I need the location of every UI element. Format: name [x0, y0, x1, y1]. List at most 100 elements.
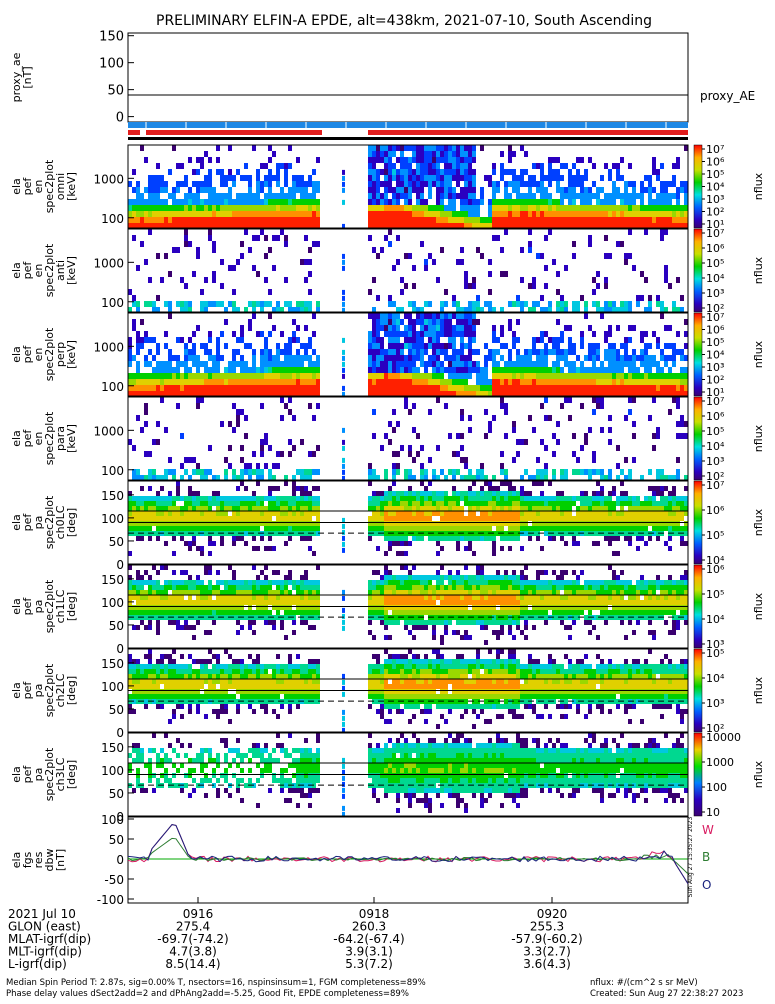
- heatmap-cell: [628, 541, 632, 546]
- heatmap-cell: [204, 361, 208, 367]
- heatmap-cell: [468, 211, 472, 217]
- heatmap-cell: [276, 496, 280, 501]
- heatmap-cell: [292, 175, 296, 181]
- heatmap-cell: [632, 373, 636, 379]
- heatmap-cell: [300, 506, 304, 511]
- heatmap-cell: [180, 301, 184, 307]
- heatmap-cell: [472, 169, 476, 175]
- heatmap-cell: [508, 481, 512, 486]
- heatmap-cell: [524, 349, 528, 355]
- heatmap-cell: [580, 175, 584, 181]
- heatmap-cell: [632, 397, 636, 403]
- heatmap-cell: [568, 175, 572, 181]
- heatmap-cell: [368, 337, 372, 343]
- heatmap-cell: [156, 511, 160, 516]
- heatmap-cell: [612, 343, 616, 349]
- heatmap-cell: [300, 496, 304, 501]
- heatmap-cell: [312, 605, 316, 610]
- heatmap-cell: [152, 511, 156, 516]
- heatmap-cell: [644, 331, 648, 337]
- heatmap-cell: [380, 313, 384, 319]
- heatmap-cell: [144, 595, 148, 600]
- heatmap-cell: [244, 379, 248, 385]
- heatmap-cell: [216, 361, 220, 367]
- heatmap-cell: [212, 496, 216, 501]
- heatmap-cell: [684, 211, 688, 217]
- heatmap-cell: [268, 313, 272, 319]
- heatmap-cell: [264, 361, 268, 367]
- heatmap-cell: [252, 205, 256, 211]
- heatmap-cell: [660, 313, 664, 319]
- heatmap-cell: [456, 501, 460, 506]
- heatmap-cell: [640, 361, 644, 367]
- heatmap-cell: [636, 295, 640, 301]
- heatmap-cell: [680, 295, 684, 301]
- heatmap-cell: [342, 170, 345, 175]
- heatmap-cell: [180, 496, 184, 501]
- heatmap-cell: [452, 451, 456, 457]
- heatmap-cell: [632, 361, 636, 367]
- heatmap-cell: [664, 496, 668, 501]
- heatmap-cell: [136, 496, 140, 501]
- heatmap-cell: [388, 331, 392, 337]
- heatmap-cell: [592, 181, 596, 187]
- colorbar-pa_ch0: [694, 481, 702, 564]
- heatmap-cell: [180, 521, 184, 526]
- heatmap-cell: [504, 536, 508, 541]
- heatmap-cell: [464, 546, 468, 551]
- heatmap-cell: [296, 496, 300, 501]
- heatmap-cell: [392, 373, 396, 379]
- heatmap-cell: [156, 187, 160, 193]
- heatmap-cell: [596, 355, 600, 361]
- heatmap-cell: [484, 496, 488, 501]
- heatmap-cell: [384, 385, 388, 391]
- heatmap-cell: [412, 521, 416, 526]
- heatmap-cell: [456, 496, 460, 501]
- heatmap-cell: [488, 349, 492, 355]
- heatmap-cell: [656, 175, 660, 181]
- heatmap-cell: [380, 385, 384, 391]
- heatmap-cell: [512, 187, 516, 193]
- heatmap-cell: [404, 313, 408, 319]
- heatmap-cell: [256, 521, 260, 526]
- heatmap-cell: [252, 349, 256, 355]
- heatmap-cell: [296, 199, 300, 205]
- heatmap-cell: [392, 526, 396, 531]
- heatmap-cell: [132, 605, 136, 610]
- heatmap-cell: [432, 385, 436, 391]
- heatmap-cell: [588, 373, 592, 379]
- heatmap-cell: [548, 217, 552, 223]
- heatmap-cell: [216, 379, 220, 385]
- heatmap-cell: [524, 531, 528, 536]
- heatmap-cell: [240, 506, 244, 511]
- heatmap-cell: [316, 610, 320, 615]
- heatmap-cell: [148, 501, 152, 506]
- heatmap-cell: [464, 163, 468, 169]
- heatmap-cell: [228, 145, 232, 151]
- heatmap-cell: [304, 486, 308, 491]
- heatmap-cell: [136, 516, 140, 521]
- heatmap-cell: [232, 289, 236, 295]
- proxy-ae-ytick-label: 150: [99, 30, 124, 45]
- heatmap-cell: [252, 373, 256, 379]
- heatmap-cell: [256, 175, 260, 181]
- heatmap-cell: [268, 217, 272, 223]
- heatmap-cell: [596, 283, 600, 289]
- heatmap-cell: [140, 373, 144, 379]
- heatmap-cell: [404, 343, 408, 349]
- heatmap-cell: [196, 157, 200, 163]
- heatmap-cell: [172, 379, 176, 385]
- ytick-label-energy_anti: 100: [101, 296, 124, 310]
- heatmap-cell: [292, 385, 296, 391]
- heatmap-cell: [520, 205, 524, 211]
- heatmap-cell: [588, 496, 592, 501]
- heatmap-cell: [144, 301, 148, 307]
- heatmap-cell: [160, 217, 164, 223]
- heatmap-cell: [384, 565, 388, 570]
- heatmap-cell: [184, 506, 188, 511]
- heatmap-cell: [420, 491, 424, 496]
- heatmap-cell: [272, 570, 276, 575]
- heatmap-cell: [284, 605, 288, 610]
- heatmap-cell: [420, 355, 424, 361]
- heatmap-cell: [556, 526, 560, 531]
